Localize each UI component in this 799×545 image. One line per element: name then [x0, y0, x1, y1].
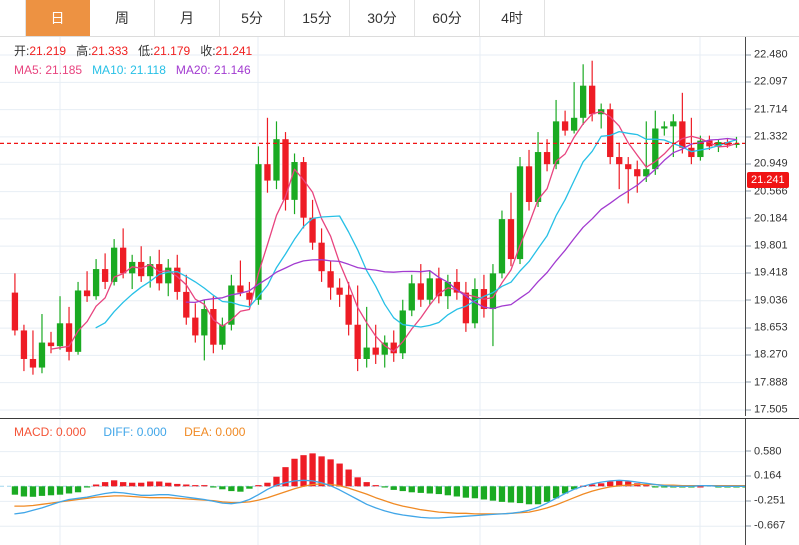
macd-axis: 0.580 0.164 -0.251 -0.667	[745, 419, 799, 545]
price-tick: 20.566	[746, 186, 799, 197]
tab-3[interactable]: 5分	[220, 0, 285, 36]
price-tick: 22.097	[746, 76, 799, 88]
price-tick: 22.480	[746, 49, 799, 61]
price-tick: 17.888	[746, 377, 799, 388]
tab-1[interactable]: 周	[90, 0, 155, 36]
open-label: 开:	[14, 44, 30, 58]
price-tick: 19.036	[746, 295, 799, 306]
macd-value: MACD: 0.000	[14, 425, 87, 439]
macd-plot-area[interactable]	[0, 419, 745, 545]
tab-6[interactable]: 60分	[415, 0, 480, 36]
price-tick: 18.270	[746, 349, 799, 361]
open-value: 21.219	[29, 44, 67, 58]
tab-0[interactable]: 日	[25, 0, 90, 36]
price-panel: 22.480 22.097 21.714 21.332 20.949 20.566 20.1…	[0, 37, 799, 416]
tab-2[interactable]: 月	[155, 0, 220, 36]
tab-5[interactable]: 30分	[350, 0, 415, 36]
candlestick-svg	[0, 37, 745, 416]
timeframe-tabs: 日周月 5分 15分 30分 60分 4时	[25, 0, 545, 36]
price-plot-area[interactable]	[0, 37, 745, 416]
macd-legend: MACD: 0.000 DIFF: 0.000 DEA: 0.000	[14, 425, 259, 439]
tab-4[interactable]: 15分	[285, 0, 350, 36]
ma20-legend: MA20: 21.146	[175, 63, 251, 77]
macd-panel: 0.580 0.164 -0.251 -0.667 MACD: 0.000 DIFF:…	[0, 418, 799, 545]
macd-svg	[0, 419, 745, 545]
price-tick: 17.505	[746, 404, 799, 416]
price-tick: 19.418	[746, 267, 799, 279]
low-label: 低:	[138, 44, 154, 58]
price-axis: 22.480 22.097 21.714 21.332 20.949 20.566 20.1…	[745, 37, 799, 416]
price-tick: 21.714	[746, 104, 799, 115]
price-tick: 20.949	[746, 158, 799, 170]
diff-value: DIFF: 0.000	[103, 425, 167, 439]
close-value: 21.241	[215, 44, 253, 58]
low-value: 21.179	[153, 44, 191, 58]
timeframe-tab-bar: 日周月 5分 15分 30分 60分 4时	[0, 0, 799, 37]
price-tick: 20.184	[746, 213, 799, 224]
tab-7[interactable]: 4时	[480, 0, 545, 36]
high-label: 高:	[76, 44, 92, 58]
macd-tick: 0.164	[746, 470, 799, 482]
high-value: 21.333	[91, 44, 129, 58]
macd-tick: 0.580	[746, 446, 799, 457]
macd-tick: -0.251	[746, 495, 799, 507]
close-label: 收:	[200, 44, 216, 58]
price-tick: 19.801	[746, 240, 799, 252]
current-price-badge: 21.241	[747, 172, 789, 189]
price-tick: 21.332	[746, 131, 799, 142]
macd-tick: -0.667	[746, 520, 799, 532]
ma10-legend: MA10: 21.118	[92, 63, 166, 77]
ma5-legend: MA5: 21.185	[14, 63, 83, 77]
price-tick: 18.653	[746, 322, 799, 334]
price-legend: 开:21.219 高:21.333 低:21.179 收:21.241 MA5:…	[14, 42, 252, 77]
dea-value: DEA: 0.000	[184, 425, 246, 439]
